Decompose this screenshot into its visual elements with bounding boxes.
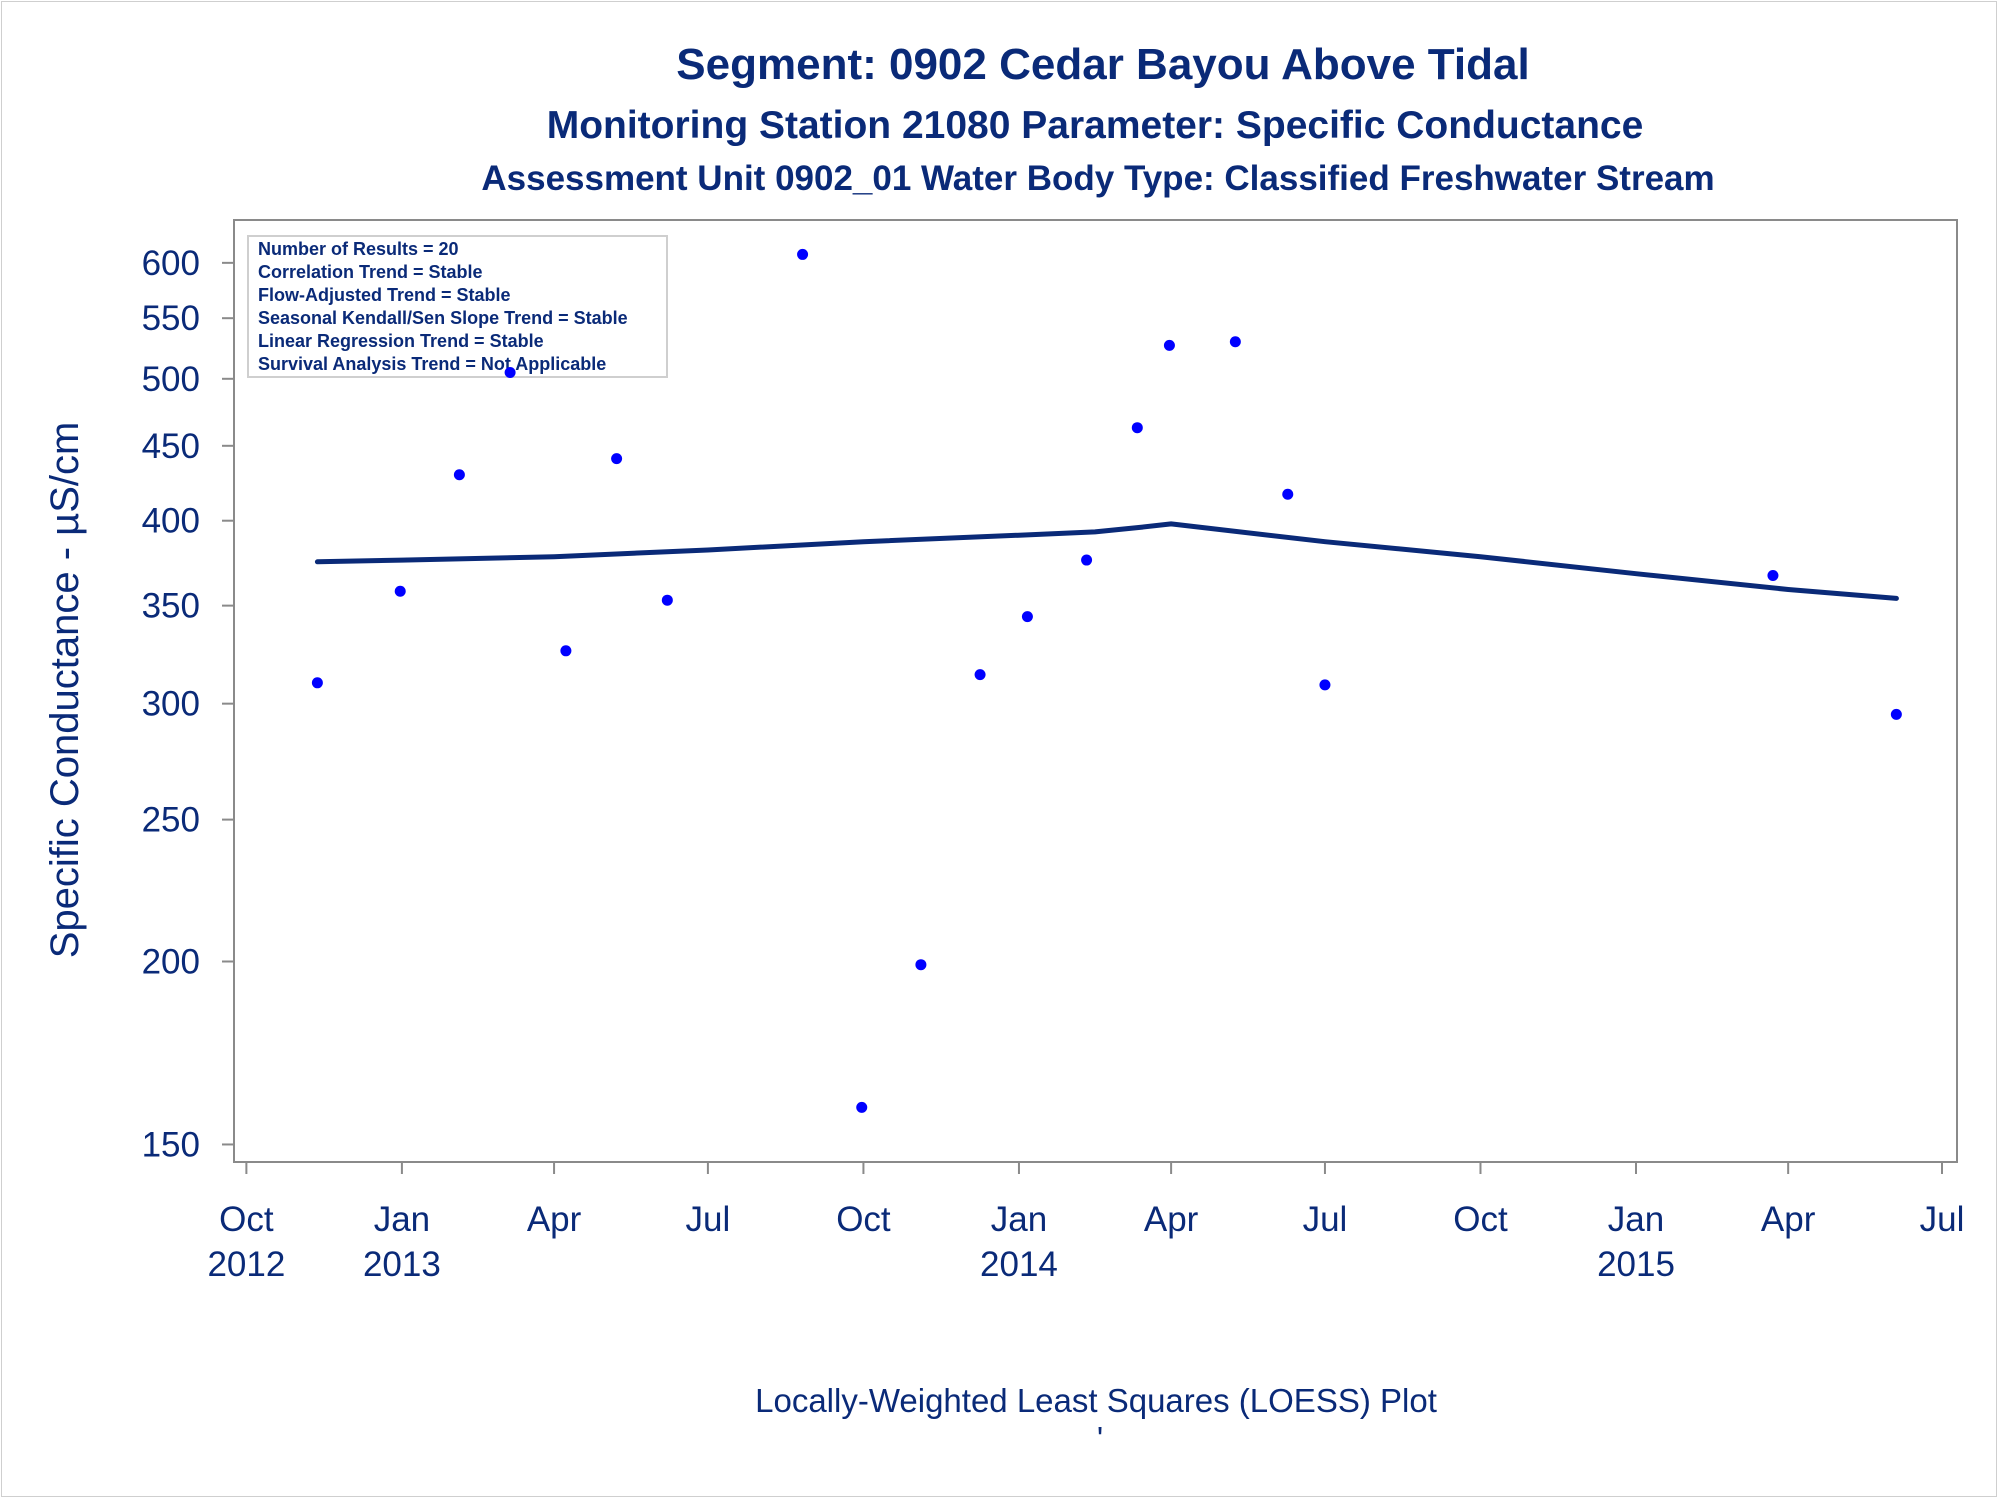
x-tick-label: Apr	[1144, 1200, 1199, 1239]
data-point	[974, 669, 986, 681]
y-tick-label: 350	[142, 587, 200, 626]
points-layer	[311, 248, 1902, 1113]
data-point	[856, 1101, 868, 1113]
data-point	[1767, 569, 1779, 581]
chart-subtitle-2: Assessment Unit 0902_01 Water Body Type:…	[481, 159, 1714, 198]
data-point	[311, 677, 323, 689]
trend-stats-box-border	[247, 235, 668, 378]
data-point	[394, 585, 406, 597]
data-point	[797, 248, 809, 260]
y-axis-label: Specific Conductance - µS/cm	[43, 422, 87, 959]
x-tick-label: Jul	[1303, 1200, 1348, 1239]
stats-line-results: Number of Results = 20	[258, 239, 459, 259]
x-tick-label: Apr	[1761, 1200, 1816, 1239]
x-axis: Oct 2012 Jan 2013 Apr Jul Oct Jan 2014 Apr Jul Oct J…	[207, 1162, 1964, 1284]
data-point	[1282, 488, 1294, 500]
data-point	[504, 366, 516, 378]
x-tick-year-label: 2013	[363, 1245, 441, 1284]
chart-title: Segment: 0902 Cedar Bayou Above Tidal	[676, 40, 1529, 89]
x-tick-label: Jan	[374, 1200, 430, 1239]
data-point	[453, 469, 465, 481]
stats-line-survival-analysis: Survival Analysis Trend = Not Applicable	[258, 354, 606, 374]
x-tick-label: Oct	[219, 1200, 274, 1239]
x-tick-year-label: 2012	[207, 1245, 285, 1284]
y-tick-label: 250	[142, 801, 200, 840]
x-tick-year-label: 2014	[980, 1245, 1058, 1284]
stats-line-correlation: Correlation Trend = Stable	[258, 262, 483, 282]
chart-subtitle: Monitoring Station 21080 Parameter: Spec…	[547, 104, 1644, 147]
y-tick-label: 600	[142, 244, 200, 283]
data-point	[915, 959, 927, 971]
footnote-mark: '	[1097, 1420, 1103, 1457]
y-tick-label: 200	[142, 943, 200, 982]
data-point	[1319, 679, 1331, 691]
data-point	[1081, 554, 1093, 566]
x-tick-label: Jan	[1608, 1200, 1664, 1239]
plot-area	[233, 219, 1958, 1163]
y-tick-label: 500	[142, 360, 200, 399]
trend-stats-box: Number of Results = 20 Correlation Trend…	[247, 235, 668, 378]
data-point	[1163, 339, 1175, 351]
data-point	[1131, 422, 1143, 434]
y-tick-label: 150	[142, 1125, 200, 1164]
data-point	[1229, 336, 1241, 348]
chart-footnote: Locally-Weighted Least Squares (LOESS) P…	[755, 1382, 1437, 1419]
y-tick-label: 450	[142, 427, 200, 466]
x-tick-label: Jan	[991, 1200, 1047, 1239]
stats-line-flow-adjusted: Flow-Adjusted Trend = Stable	[258, 285, 511, 305]
data-point	[611, 453, 623, 465]
x-tick-label: Jul	[1920, 1200, 1965, 1239]
loess-layer	[314, 521, 1899, 601]
y-tick-label: 550	[142, 299, 200, 338]
x-tick-label: Apr	[527, 1200, 582, 1239]
y-tick-label: 400	[142, 502, 200, 541]
stats-line-linear-regression: Linear Regression Trend = Stable	[258, 331, 544, 351]
x-tick-label: Oct	[836, 1200, 891, 1239]
loess-line	[314, 521, 1899, 601]
x-tick-label: Jul	[686, 1200, 731, 1239]
data-point	[661, 594, 673, 606]
y-axis: 150 200 250 300 350 400 450 500 550 600	[142, 244, 234, 1164]
data-point	[1021, 611, 1033, 623]
data-point	[1890, 708, 1902, 720]
x-tick-label: Oct	[1453, 1200, 1508, 1239]
data-point	[560, 645, 572, 657]
y-tick-label: 300	[142, 685, 200, 724]
x-tick-year-label: 2015	[1597, 1245, 1675, 1284]
stats-line-seasonal-kendall: Seasonal Kendall/Sen Slope Trend = Stabl…	[258, 308, 628, 328]
